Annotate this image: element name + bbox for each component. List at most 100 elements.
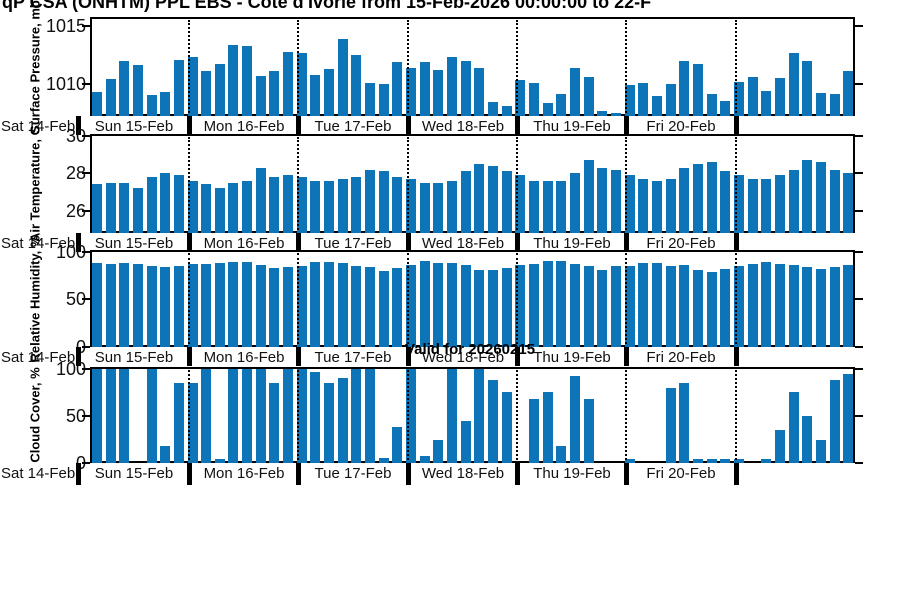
pressure-bar — [651, 96, 662, 116]
humidity-bar — [337, 263, 348, 347]
humidity-bar — [638, 263, 649, 347]
day-axis-label: Fri 20-Feb — [646, 118, 716, 135]
cloud-cover-bar — [91, 369, 102, 463]
pressure-bar — [447, 57, 457, 116]
temperature-bar — [255, 167, 266, 233]
day-boundary-line — [188, 137, 190, 230]
ytick-mark-right — [855, 82, 863, 85]
cloud-cover-bar — [433, 439, 444, 463]
pressure-bar — [583, 76, 594, 116]
cloud-cover-bar — [829, 380, 840, 463]
cloud-cover-bar — [365, 369, 375, 463]
axis-left-day-label: Sat 14-Feb — [1, 235, 76, 252]
pressure-bar — [91, 91, 102, 116]
pressure-bar — [324, 68, 335, 116]
day-axis-label: Fri 20-Feb — [646, 349, 716, 366]
humidity-bar — [433, 263, 444, 347]
humidity-bar — [624, 266, 635, 347]
temperature-bar — [146, 177, 157, 233]
temperature-bar — [187, 180, 198, 233]
pressure-bar — [460, 60, 471, 116]
cloud-cover-bar — [583, 399, 594, 463]
pressure-bar — [310, 74, 321, 116]
humidity-bar — [733, 266, 744, 347]
ytick-mark-left — [82, 414, 90, 417]
cloud-cover-bar — [788, 392, 799, 463]
day-boundary-line — [735, 370, 737, 460]
pressure-bar — [337, 38, 348, 116]
humidity-bar — [542, 260, 553, 347]
temperature-bar — [556, 180, 567, 233]
pressure-bar — [242, 45, 253, 116]
day-axis-separator — [624, 116, 629, 135]
day-boundary-line — [735, 137, 737, 230]
temperature-bar — [788, 169, 799, 233]
humidity-bar — [788, 265, 799, 347]
temperature-bar — [542, 180, 553, 233]
cloud-cover-bar — [556, 446, 567, 463]
day-axis-label: Thu 19-Feb — [533, 465, 611, 482]
temperature-bar — [665, 178, 676, 233]
humidity-bar — [774, 264, 785, 347]
day-boundary-line — [297, 370, 299, 460]
day-axis-label: Wed 18-Feb — [421, 465, 505, 482]
humidity-bar — [597, 270, 608, 347]
ytick-mark-left — [82, 172, 90, 175]
temperature-ytick-label: 28 — [65, 163, 86, 184]
ytick-mark-left — [82, 250, 90, 253]
day-axis-separator — [296, 233, 301, 252]
cloud-cover-bar — [187, 383, 198, 463]
humidity-bar — [501, 268, 512, 347]
valid-for-label: Valid for 20260215 — [404, 341, 536, 358]
pressure-ytick-label: 1010 — [45, 73, 86, 94]
humidity-bar — [447, 263, 457, 347]
day-axis-label: Sun 15-Feb — [94, 465, 174, 482]
day-axis-separator — [515, 347, 520, 366]
cloud-cover-bar — [665, 387, 676, 463]
pressure-bar — [187, 57, 198, 116]
temperature-bar — [132, 188, 143, 233]
ytick-mark-left — [82, 298, 90, 301]
ytick-mark-left — [82, 134, 90, 137]
day-axis-label: Fri 20-Feb — [646, 465, 716, 482]
day-axis-separator — [76, 233, 81, 252]
cloud-cover-bar — [146, 369, 157, 463]
temperature-bar — [774, 175, 785, 233]
temperature-bar — [583, 160, 594, 233]
cloud-cover-bar — [802, 415, 813, 463]
day-boundary-line — [188, 20, 190, 113]
pressure-bar — [597, 111, 608, 116]
day-axis-label: Thu 19-Feb — [533, 118, 611, 135]
pressure-bar — [419, 61, 430, 116]
pressure-bar — [556, 94, 567, 116]
humidity-bar — [815, 269, 826, 347]
pressure-bar — [570, 67, 580, 116]
temperature-ytick-label: 30 — [65, 125, 86, 146]
cloud-cover-bar — [119, 369, 130, 463]
day-axis-separator — [296, 463, 301, 485]
temperature-bar — [419, 182, 430, 233]
humidity-bar — [610, 266, 621, 347]
day-axis-label: Fri 20-Feb — [646, 235, 716, 252]
day-axis-label: Tue 17-Feb — [314, 118, 392, 135]
day-axis-separator — [734, 233, 739, 252]
temperature-bar — [269, 177, 280, 233]
day-axis-label: Wed 18-Feb — [421, 235, 505, 252]
pressure-bar — [529, 82, 539, 116]
day-axis-label: Mon 16-Feb — [203, 465, 285, 482]
humidity-bar — [720, 269, 731, 347]
cloud-cover-bar — [774, 430, 785, 463]
humidity-ytick-label: 100 — [55, 241, 86, 262]
temperature-bar — [447, 180, 457, 233]
ytick-mark-right — [855, 250, 863, 253]
pressure-bar — [433, 70, 444, 116]
pressure-bar — [132, 65, 143, 116]
ytick-mark-left — [82, 367, 90, 370]
cloud-cover-bar — [624, 459, 635, 463]
pressure-bar — [720, 101, 731, 116]
pressure-bar — [474, 67, 485, 116]
day-axis-separator — [624, 233, 629, 252]
day-axis-separator — [406, 233, 411, 252]
cloud-cover-bar — [843, 373, 854, 463]
pressure-bar — [296, 52, 307, 116]
